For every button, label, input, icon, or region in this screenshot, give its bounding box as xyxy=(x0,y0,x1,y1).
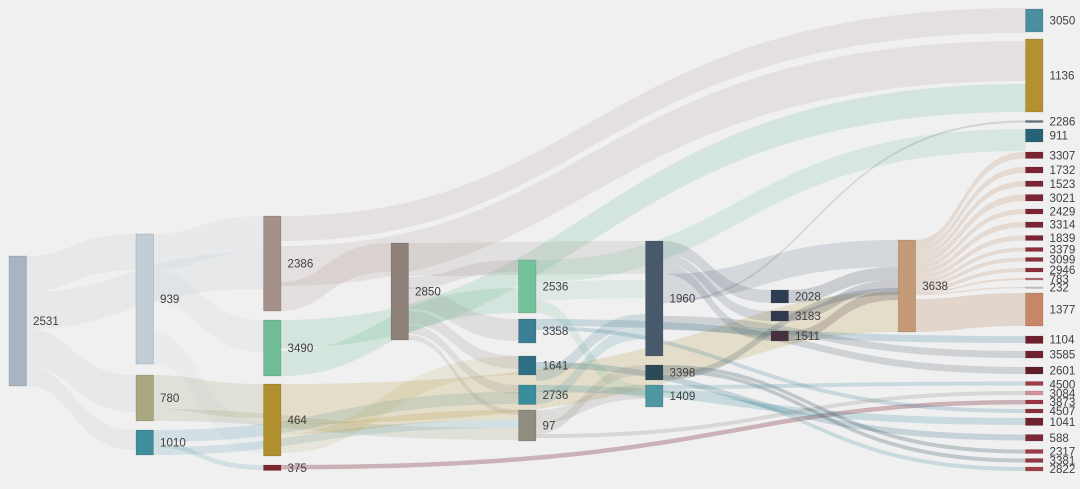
svg-text:2286: 2286 xyxy=(1050,116,1076,129)
svg-text:3084: 3084 xyxy=(1050,388,1076,401)
svg-text:1136: 1136 xyxy=(1050,70,1075,83)
svg-text:3398: 3398 xyxy=(670,367,696,380)
svg-text:3307: 3307 xyxy=(1050,149,1076,162)
svg-text:1377: 1377 xyxy=(1050,304,1076,317)
svg-text:1104: 1104 xyxy=(1050,334,1075,347)
svg-text:1511: 1511 xyxy=(795,330,820,343)
svg-text:97: 97 xyxy=(543,420,556,433)
svg-text:1641: 1641 xyxy=(543,360,569,373)
svg-text:1010: 1010 xyxy=(160,437,186,450)
svg-text:3873: 3873 xyxy=(1050,396,1076,409)
svg-text:588: 588 xyxy=(1050,432,1069,445)
svg-text:911: 911 xyxy=(1050,130,1068,143)
svg-text:780: 780 xyxy=(160,392,179,405)
svg-text:3381: 3381 xyxy=(1050,455,1076,468)
svg-text:3183: 3183 xyxy=(795,310,821,323)
svg-text:1523: 1523 xyxy=(1050,178,1076,191)
svg-text:2850: 2850 xyxy=(415,286,441,299)
svg-text:2429: 2429 xyxy=(1050,206,1076,219)
svg-text:4500: 4500 xyxy=(1050,379,1076,392)
svg-text:2736: 2736 xyxy=(543,389,569,402)
svg-text:1839: 1839 xyxy=(1050,232,1076,245)
svg-text:3099: 3099 xyxy=(1050,254,1076,267)
svg-text:375: 375 xyxy=(288,462,307,475)
svg-text:3638: 3638 xyxy=(922,280,948,293)
svg-text:939: 939 xyxy=(160,293,179,306)
svg-text:232: 232 xyxy=(1050,282,1069,295)
svg-text:783: 783 xyxy=(1050,273,1069,286)
svg-text:2531: 2531 xyxy=(33,315,59,328)
svg-text:2028: 2028 xyxy=(795,291,821,304)
svg-text:3490: 3490 xyxy=(288,342,314,355)
svg-text:3379: 3379 xyxy=(1050,244,1076,257)
svg-text:1732: 1732 xyxy=(1050,164,1076,177)
svg-text:2946: 2946 xyxy=(1050,264,1076,277)
svg-text:3358: 3358 xyxy=(543,325,569,338)
svg-text:3021: 3021 xyxy=(1050,192,1076,205)
svg-text:3050: 3050 xyxy=(1050,15,1076,28)
svg-text:2822: 2822 xyxy=(1050,463,1076,476)
svg-text:1409: 1409 xyxy=(670,390,696,403)
svg-text:2386: 2386 xyxy=(288,258,314,271)
svg-text:1960: 1960 xyxy=(670,293,696,306)
svg-text:3585: 3585 xyxy=(1050,349,1076,362)
svg-text:2536: 2536 xyxy=(543,281,569,294)
svg-text:4507: 4507 xyxy=(1050,405,1076,418)
svg-text:2601: 2601 xyxy=(1050,365,1076,378)
svg-text:1041: 1041 xyxy=(1050,416,1076,429)
svg-text:3314: 3314 xyxy=(1050,219,1076,232)
svg-text:2317: 2317 xyxy=(1050,446,1076,459)
svg-text:464: 464 xyxy=(288,414,308,427)
